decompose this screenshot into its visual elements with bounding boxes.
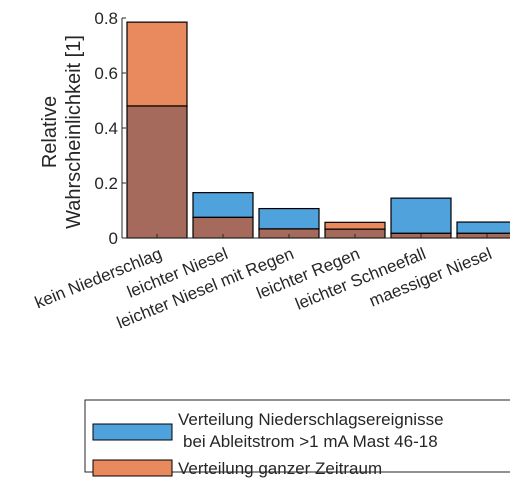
bar-overlap <box>456 232 510 239</box>
bar-series-1 <box>192 192 254 218</box>
y-axis-label-line: Relative <box>39 96 61 168</box>
bar-series-2 <box>324 221 386 230</box>
y-axis-label: Relative Wahrscheinlichkeit [1] <box>39 35 85 229</box>
legend-label-series-2: Verteilung ganzer Zeitraum <box>178 459 382 478</box>
bar-series-2 <box>126 21 188 107</box>
plot-area <box>126 21 510 239</box>
bar-series-1 <box>258 207 320 230</box>
y-tick-label: 0.6 <box>94 64 118 83</box>
y-axis-label-line: Wahrscheinlichkeit [1] <box>63 35 85 229</box>
y-tick-label: 0.8 <box>94 9 118 28</box>
bar-series-1 <box>456 221 510 234</box>
legend-label-series-1: Verteilung Niederschlagsereignisse <box>178 410 444 429</box>
y-tick-label: 0.2 <box>94 174 118 193</box>
y-tick-label: 0.4 <box>94 119 118 138</box>
legend-label-series-1-line2: bei Ableitstrom >1 mA Mast 46-18 <box>183 432 438 451</box>
y-axis: 0 0.2 0.4 0.6 0.8 <box>94 9 510 248</box>
legend: Verteilung Niederschlagsereignisse bei Ab… <box>84 399 510 478</box>
bar-overlap <box>126 105 188 239</box>
bar-series-1 <box>390 197 452 234</box>
legend-swatch-series-1 <box>92 423 173 441</box>
legend-swatch-series-2 <box>92 459 173 477</box>
y-tick-label: 0 <box>109 229 118 248</box>
